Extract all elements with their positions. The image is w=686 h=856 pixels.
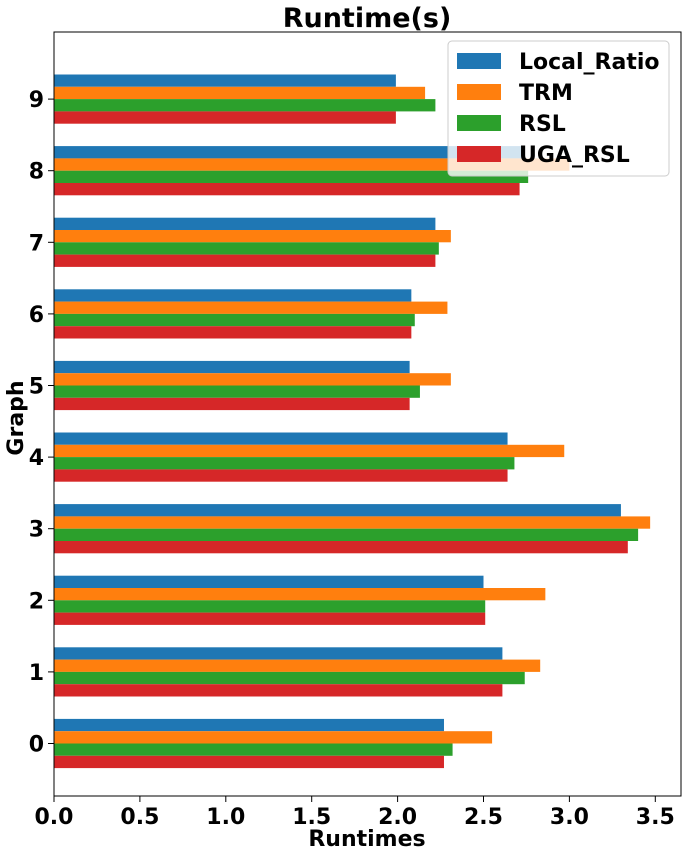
bar-rsl-graph-8 — [54, 170, 529, 183]
bar-trm-graph-2 — [54, 588, 546, 601]
legend: Local_Ratio TRM RSL UGA_RSL — [447, 40, 670, 177]
bar-trm-graph-9 — [54, 86, 426, 100]
legend-swatch-uga-rsl — [457, 146, 501, 162]
bar-uga-rsl-graph-5 — [54, 397, 410, 411]
bar-uga-rsl-graph-6 — [54, 326, 412, 339]
bar-rsl-graph-7 — [54, 242, 439, 255]
bar-local-ratio-graph-2 — [54, 575, 484, 588]
legend-label-trm: TRM — [519, 81, 573, 106]
bar-rsl-graph-9 — [54, 99, 436, 112]
x-tick-label: 3.0 — [550, 805, 589, 830]
bar-trm-graph-0 — [54, 731, 493, 744]
bar-trm-graph-4 — [54, 444, 565, 458]
bar-uga-rsl-graph-8 — [54, 183, 520, 196]
bar-uga-rsl-graph-4 — [54, 469, 508, 482]
bars-layer — [54, 74, 651, 769]
ticks-layer: 0.0 0.5 1.0 1.5 2.0 2.5 3.0 3.5 0 1 2 3 4 5 6 7 8 9 — [29, 88, 675, 830]
plot-frame — [53, 31, 682, 797]
legend-swatch-local-ratio — [457, 53, 501, 69]
bar-uga-rsl-graph-7 — [54, 254, 436, 267]
x-tick-label: 2.5 — [464, 805, 503, 830]
legend-swatch-trm — [457, 84, 501, 100]
x-tick-label: 1.5 — [292, 805, 331, 830]
y-axis-title: Graph — [4, 380, 29, 455]
bar-uga-rsl-graph-0 — [54, 755, 444, 769]
legend-box — [447, 40, 670, 177]
y-tick-label: 5 — [29, 375, 44, 400]
bar-trm-graph-7 — [54, 230, 451, 243]
legend-label-uga-rsl: UGA_RSL — [519, 143, 630, 168]
bar-uga-rsl-graph-1 — [54, 684, 503, 697]
bar-local-ratio-graph-6 — [54, 289, 412, 302]
bar-rsl-graph-1 — [54, 671, 525, 685]
bar-local-ratio-graph-4 — [54, 432, 508, 445]
bar-trm-graph-1 — [54, 659, 541, 672]
bar-trm-graph-3 — [54, 516, 651, 529]
bar-local-ratio-graph-0 — [54, 718, 444, 732]
bar-trm-graph-6 — [54, 301, 448, 314]
x-tick-label: 2.0 — [378, 805, 417, 830]
chart-title: Runtime(s) — [283, 3, 452, 34]
y-tick-label: 8 — [29, 160, 44, 185]
bar-trm-graph-8 — [54, 158, 570, 171]
x-tick-label: 1.0 — [206, 805, 245, 830]
x-tick-label: 0.0 — [35, 805, 74, 830]
bar-local-ratio-graph-5 — [54, 360, 410, 374]
bar-uga-rsl-graph-3 — [54, 541, 628, 554]
bar-rsl-graph-3 — [54, 528, 639, 541]
y-tick-label: 1 — [29, 661, 44, 686]
y-tick-label: 7 — [29, 231, 44, 256]
x-tick-label: 0.5 — [120, 805, 159, 830]
y-tick-label: 9 — [29, 88, 44, 113]
bar-local-ratio-graph-8 — [54, 146, 522, 159]
legend-label-local-ratio: Local_Ratio — [519, 50, 660, 75]
x-axis-title: Runtimes — [308, 827, 425, 852]
bar-uga-rsl-graph-2 — [54, 612, 486, 625]
bar-local-ratio-graph-1 — [54, 647, 503, 660]
bar-rsl-graph-6 — [54, 313, 415, 327]
y-tick-label: 3 — [29, 518, 44, 543]
bar-local-ratio-graph-9 — [54, 74, 396, 87]
y-tick-label: 6 — [29, 303, 44, 328]
bar-trm-graph-5 — [54, 373, 451, 386]
bar-local-ratio-graph-7 — [54, 217, 436, 230]
legend-label-rsl: RSL — [519, 112, 566, 137]
bar-rsl-graph-2 — [54, 600, 486, 613]
bar-rsl-graph-5 — [54, 385, 420, 398]
x-tick-label: 3.5 — [636, 805, 675, 830]
y-tick-label: 2 — [29, 589, 44, 614]
bar-rsl-graph-4 — [54, 457, 515, 470]
y-tick-label: 4 — [29, 446, 44, 471]
legend-swatch-rsl — [457, 115, 501, 131]
bar-local-ratio-graph-3 — [54, 504, 621, 517]
bar-uga-rsl-graph-9 — [54, 111, 396, 124]
bar-rsl-graph-0 — [54, 743, 453, 756]
y-tick-label: 0 — [29, 733, 44, 758]
